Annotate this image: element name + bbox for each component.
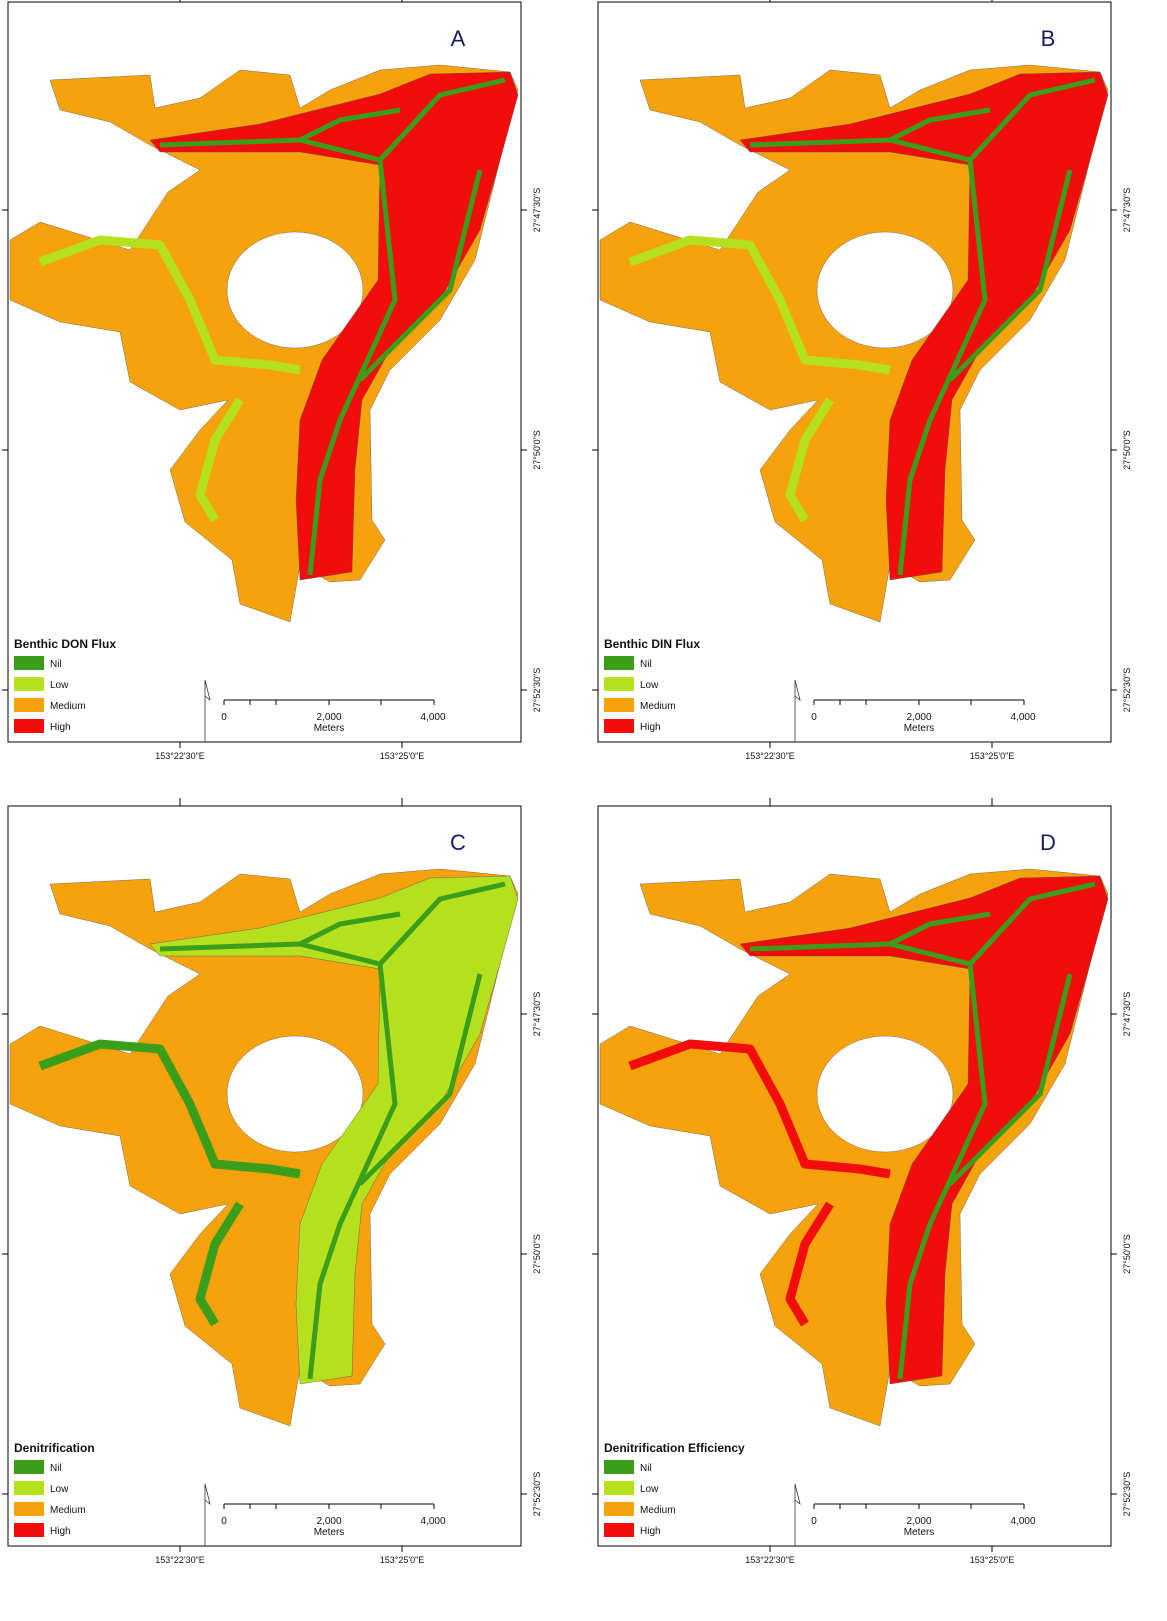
x-coord-label: 153°22'30"E <box>155 751 205 761</box>
legend-swatch <box>14 1460 44 1474</box>
legend-swatch <box>604 698 634 712</box>
legend-swatch <box>14 1502 44 1516</box>
legend-label: Low <box>640 680 659 691</box>
legend-label: Medium <box>640 1505 676 1516</box>
legend-title: Benthic DIN Flux <box>604 637 700 651</box>
scale-label: 4,000 <box>1010 712 1035 723</box>
scale-label: 4,000 <box>420 712 445 723</box>
y-coord-label: 27°52'30"S <box>1122 1472 1132 1517</box>
legend-swatch <box>604 1502 634 1516</box>
scale-label: 2,000 <box>316 1516 341 1527</box>
scale-unit: Meters <box>314 1527 345 1538</box>
legend-label: Nil <box>50 659 62 670</box>
legend-swatch <box>604 1481 634 1495</box>
scale-unit: Meters <box>314 723 345 734</box>
y-coord-label: 27°47'30"S <box>1122 188 1132 233</box>
legend-label: High <box>50 1526 71 1537</box>
scale-label: 2,000 <box>906 712 931 723</box>
legend-label: Nil <box>50 1463 62 1474</box>
y-coord-label: 27°50'0"S <box>532 1234 542 1274</box>
legend-label: Medium <box>640 701 676 712</box>
legend-label: Medium <box>50 1505 86 1516</box>
legend-title: Denitrification <box>14 1441 95 1455</box>
scale-unit: Meters <box>904 723 935 734</box>
x-coord-label: 153°25'0"E <box>970 751 1015 761</box>
legend-title: Denitrification Efficiency <box>604 1441 745 1455</box>
y-coord-label: 27°50'0"S <box>1122 430 1132 470</box>
x-coord-label: 153°22'30"E <box>745 1555 795 1565</box>
panel-label: C <box>450 830 466 855</box>
legend-label: High <box>640 722 661 733</box>
legend-swatch <box>604 677 634 691</box>
map-panel: A Benthic DON Flux Nil Low Medium High 0 2,000 4… <box>2 0 542 761</box>
scale-label: 0 <box>811 1516 817 1527</box>
legend-label: Low <box>50 1484 69 1495</box>
figure: A Benthic DON Flux Nil Low Medium High 0 2,000 4… <box>0 0 1167 1616</box>
legend-label: Low <box>640 1484 659 1495</box>
legend-label: Nil <box>640 1463 652 1474</box>
legend-label: High <box>640 1526 661 1537</box>
map-panel: D Denitrification Efficiency Nil Low Medium H… <box>592 798 1132 1565</box>
panel-label: B <box>1041 26 1056 51</box>
legend-swatch <box>14 698 44 712</box>
legend-label: Medium <box>50 701 86 712</box>
x-coord-label: 153°22'30"E <box>155 1555 205 1565</box>
x-coord-label: 153°25'0"E <box>380 751 425 761</box>
scale-label: 2,000 <box>316 712 341 723</box>
legend-swatch <box>604 656 634 670</box>
scale-label: 0 <box>811 712 817 723</box>
scale-label: 0 <box>221 1516 227 1527</box>
legend-swatch <box>14 1523 44 1537</box>
legend-swatch <box>604 1460 634 1474</box>
x-coord-label: 153°22'30"E <box>745 751 795 761</box>
legend-swatch <box>14 656 44 670</box>
y-coord-label: 27°52'30"S <box>1122 668 1132 713</box>
legend-title: Benthic DON Flux <box>14 637 116 651</box>
legend-swatch <box>604 719 634 733</box>
y-coord-label: 27°50'0"S <box>1122 1234 1132 1274</box>
legend-label: Nil <box>640 659 652 670</box>
legend-label: High <box>50 722 71 733</box>
panel-label: D <box>1040 830 1056 855</box>
y-coord-label: 27°52'30"S <box>532 668 542 713</box>
y-coord-label: 27°47'30"S <box>532 992 542 1037</box>
y-coord-label: 27°47'30"S <box>532 188 542 233</box>
scale-label: 2,000 <box>906 1516 931 1527</box>
legend-swatch <box>14 677 44 691</box>
scale-label: 0 <box>221 712 227 723</box>
scale-label: 4,000 <box>1010 1516 1035 1527</box>
x-coord-label: 153°25'0"E <box>380 1555 425 1565</box>
y-coord-label: 27°52'30"S <box>532 1472 542 1517</box>
map-panel: B Benthic DIN Flux Nil Low Medium High 0 2,000 4… <box>592 0 1132 761</box>
y-coord-label: 27°47'30"S <box>1122 992 1132 1037</box>
scale-label: 4,000 <box>420 1516 445 1527</box>
x-coord-label: 153°25'0"E <box>970 1555 1015 1565</box>
y-coord-label: 27°50'0"S <box>532 430 542 470</box>
legend-label: Low <box>50 680 69 691</box>
legend-swatch <box>604 1523 634 1537</box>
panel-label: A <box>451 26 466 51</box>
map-panel: C Denitrification Nil Low Medium High 0 2,000 4,… <box>2 798 542 1565</box>
legend-swatch <box>14 1481 44 1495</box>
legend-swatch <box>14 719 44 733</box>
page: A Benthic DON Flux Nil Low Medium High 0 2,000 4… <box>0 0 1167 1621</box>
scale-unit: Meters <box>904 1527 935 1538</box>
